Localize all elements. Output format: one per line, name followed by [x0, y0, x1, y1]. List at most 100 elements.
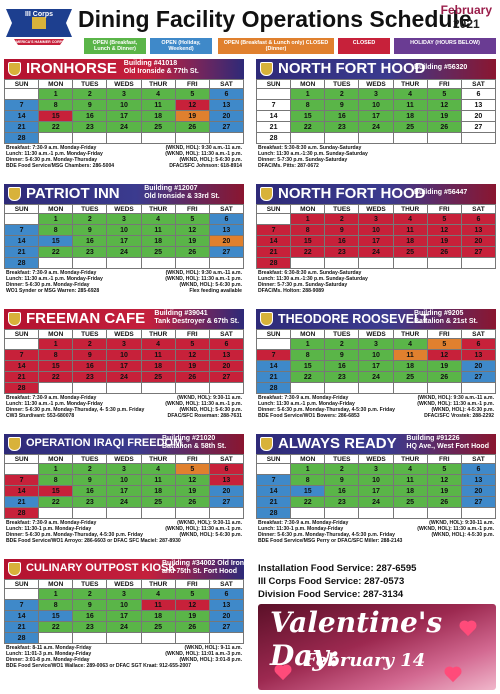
- calendar-day: 15: [38, 235, 74, 247]
- calendar-day: 25: [140, 121, 176, 133]
- calendar-day: 3: [106, 338, 142, 350]
- hours-text: Breakfast: 7:30-9 a.m. Monday-Friday: [258, 395, 349, 401]
- calendar-day: 8: [290, 474, 326, 486]
- calendar-day: 4: [140, 213, 176, 225]
- day-header: WEDS: [106, 579, 142, 589]
- calendar-week-row: 28: [3, 257, 245, 269]
- calendar-day: 2: [324, 88, 360, 100]
- calendar-day: [460, 132, 497, 144]
- day-header: FRI: [174, 579, 210, 589]
- calendar-day: 2: [72, 338, 108, 350]
- calendar-day: [174, 507, 210, 519]
- calendar-day: 21: [3, 621, 40, 633]
- calendar-day: 5: [174, 213, 210, 225]
- day-header: WEDS: [106, 329, 142, 339]
- calendar-day: 11: [140, 474, 176, 486]
- calendar-day: 18: [140, 485, 176, 497]
- calendar-week-row: 7 8 9 10 11 12 13: [3, 474, 245, 486]
- calendar-day: 21: [255, 246, 292, 258]
- calendar-week-row: 7 8 9 10 11 12 13: [255, 349, 497, 361]
- facility-header: PATRIOT INN Building #12007 Old Ironside &…: [4, 184, 244, 204]
- calendar-day: [324, 382, 360, 394]
- calendar-day: 6: [208, 338, 245, 350]
- calendar-day: 25: [392, 496, 428, 508]
- hours-row: Lunch: 11:30 a.m.-1 p.m. Monday-Friday (W…: [6, 401, 242, 407]
- hours-weekend-text: (WKND, HOL): 11:30 a.m.-1 p.m.: [165, 276, 242, 282]
- hours-text: BDE Food Service/MSG Chambers: 286-5004: [6, 163, 115, 169]
- building-number: Building #21020: [162, 435, 216, 442]
- calendar-day: [255, 88, 292, 100]
- hours-info: Breakfast: 6:30-8:30 a.m. Sunday-Saturda…: [256, 269, 496, 294]
- calendar-day: 25: [392, 246, 428, 258]
- calendar-week-row: 28: [3, 507, 245, 519]
- calendar-day: 22: [38, 621, 74, 633]
- hours-weekend-text: Flex feeding available: [189, 288, 242, 294]
- calendar-day: 12: [174, 599, 210, 611]
- phone-line: III Corps Food Service: 287-0573: [258, 576, 405, 587]
- day-header: WEDS: [358, 204, 394, 214]
- calendar-day: 1: [38, 338, 74, 350]
- calendar-day: 8: [38, 224, 74, 236]
- day-header: FRI: [426, 204, 462, 214]
- facility-card: THEODORE ROOSEVELT Building #9205 Battalio…: [255, 309, 497, 419]
- hours-text: Lunch: 11:30 a.m.-1:30 p.m. Sunday-Satur…: [258, 151, 368, 157]
- hours-text: WO1 Synder or MSG Warren: 285-6928: [6, 288, 100, 294]
- calendar-day: 2: [324, 463, 360, 475]
- calendar-day: 17: [358, 110, 394, 122]
- calendar-day: 11: [140, 224, 176, 236]
- day-header: THUR: [140, 329, 176, 339]
- hours-text: Lunch: 11:30-1 p.m. Monday-Friday: [6, 526, 92, 532]
- calendar-day: 8: [38, 349, 74, 361]
- valentines-banner: Valentine's Day: February 14: [258, 604, 496, 690]
- calendar-day: 5: [174, 88, 210, 100]
- calendar-day: [140, 507, 176, 519]
- calendar-day: 24: [106, 496, 142, 508]
- facility-card: IRONHORSE Building #41018 Old Ironside & 7…: [3, 59, 245, 169]
- calendar-day: 25: [140, 621, 176, 633]
- hours-row: Dinner: 5-6:30 p.m. Monday-Thursday, 4-5…: [258, 407, 494, 413]
- calendar-day: 23: [324, 121, 360, 133]
- calendar-day: 27: [208, 371, 245, 383]
- hours-row: DFAC/Ms. Holton: 288-9089: [258, 288, 494, 294]
- calendar-day: 14: [3, 610, 40, 622]
- hours-text: Dinner: 3:01-8 p.m. Monday-Friday: [6, 657, 90, 663]
- calendar-day: 13: [208, 349, 245, 361]
- day-header: MON: [290, 204, 326, 214]
- calendar-week-row: 28: [255, 382, 497, 394]
- calendar-table: SUN MON TUES WEDS THUR FRI SAT 1 2 3 4 5 6 7 8 9 10 11 12 1…: [255, 79, 497, 144]
- calendar-table: SUN MON TUES WEDS THUR FRI SAT 1 2 3 4 5 6 7 8 9 10 11 12 1…: [3, 329, 245, 394]
- day-header: SAT: [460, 204, 497, 214]
- hours-text: Breakfast: 5:30-8:30 a.m. Sunday-Saturda…: [258, 145, 362, 151]
- facility-name: OPERATION IRAQI FREEDOM: [26, 437, 183, 449]
- calendar-day: 26: [426, 496, 462, 508]
- calendar-day: [72, 507, 108, 519]
- calendar-day: 5: [426, 88, 462, 100]
- iii-corps-logo: III Corps AMERICA'S HAMMER CORPS: [4, 3, 74, 47]
- calendar-day: 5: [426, 463, 462, 475]
- unit-emblem-icon: [260, 437, 273, 451]
- calendar-week-row: 14 15 16 17 18 19 20: [255, 110, 497, 122]
- hours-row: Dinner: 3:01-8 p.m. Monday-Friday (WKND, …: [6, 657, 242, 663]
- facility-name: IRONHORSE: [26, 60, 117, 77]
- hours-row: BDE Food Service/MSG Chambers: 286-5004 D…: [6, 163, 242, 169]
- building-address: Old Ironside & 77th St.: [123, 68, 199, 75]
- hours-row: Lunch: 11:30 a.m.-1 p.m. Monday-Friday (W…: [258, 401, 494, 407]
- calendar-day: 16: [324, 235, 360, 247]
- facility-header: CULINARY OUTPOST KIOSK Building #34002 Ol…: [4, 559, 258, 579]
- hours-text: Breakfast: 7:30-9 a.m. Monday-Friday: [6, 145, 97, 151]
- hours-row: Lunch: 11:30-1 p.m. Monday-Friday (WKND, …: [6, 526, 242, 532]
- calendar-day: 17: [106, 610, 142, 622]
- calendar-day: 24: [106, 621, 142, 633]
- day-header: THUR: [392, 204, 428, 214]
- calendar-day: [3, 463, 40, 475]
- building-number: Building #34002 Old Ironside: [162, 560, 259, 567]
- calendar-day: 2: [72, 588, 108, 600]
- hours-text: Breakfast: 7:30-9 a.m. Monday-Friday: [258, 520, 349, 526]
- legend-item: OPEN (Breakfast & Lunch only) CLOSED (Di…: [218, 38, 334, 54]
- calendar-day: [358, 257, 394, 269]
- facility-header: ALWAYS READY Building #91226 HQ Ave., West…: [256, 434, 496, 454]
- calendar-day: [392, 132, 428, 144]
- calendar-day: 28: [3, 507, 40, 519]
- calendar-week-row: 28: [3, 132, 245, 144]
